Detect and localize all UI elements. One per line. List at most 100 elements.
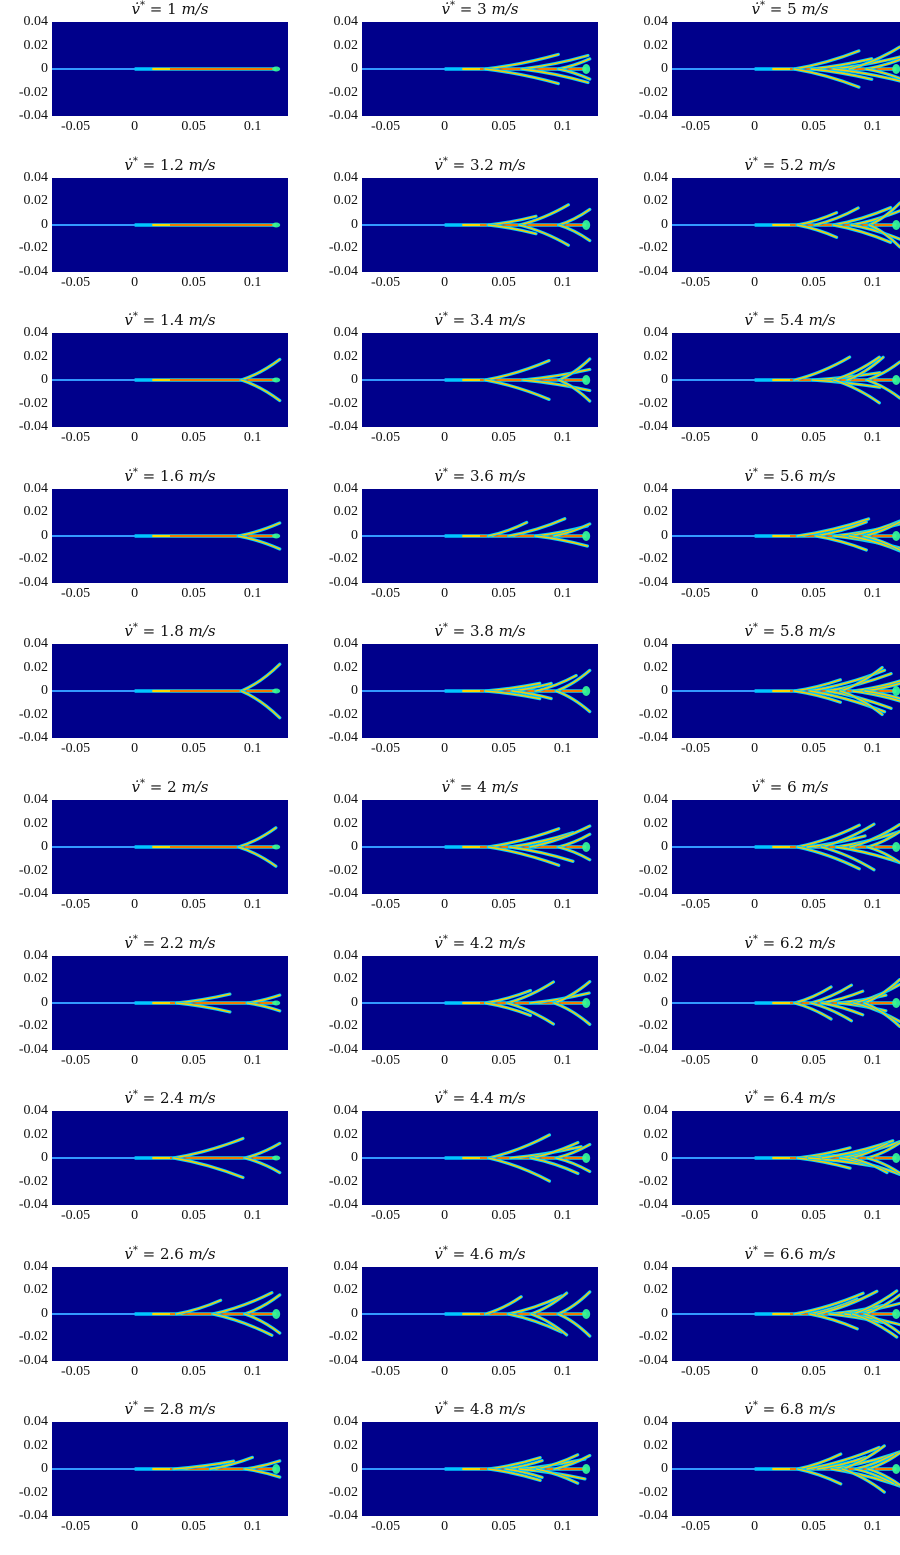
crack-field-svg [362,52,592,86]
x-tick-label: 0 [131,119,139,134]
panel-velocity-value: 5.6 [779,466,804,485]
crack-branch-core [521,68,589,84]
y-tick-label: 0.04 [23,325,49,341]
y-tick-label: 0.02 [643,504,669,520]
crack-field-svg [52,662,282,720]
panel-unit: m/s [498,311,526,330]
y-tick-label: 0 [41,994,48,1010]
y-tick-label: -0.04 [18,1041,48,1057]
x-tick-label: -0.05 [681,1052,711,1068]
y-tick-label: 0.02 [23,1437,49,1453]
y-tick-label: 0 [661,372,668,388]
plot-area [672,22,900,116]
x-tick-label: 0 [751,1363,759,1379]
chart-panel: v̇* = 4.6 m/s 0.04 0.02 0 -0.02 -0.04 -0.05 0 0.… [310,1245,600,1400]
crack-branch-core [237,827,277,848]
crack-branch-core [839,667,883,693]
y-tick-label: 0 [661,839,668,854]
crack-branch [211,1290,274,1316]
crack-tip [582,64,591,74]
x-tick-label: -0.05 [61,274,91,290]
x-tick-label: 0 [441,897,449,912]
chart-panel: v̇* = 3.8 m/s 0.04 0.02 0 -0.02 -0.04 -0.05 0 0.… [310,622,600,777]
panel-title: v̇* = 4.4 m/s [434,1089,526,1108]
y-tick-label: -0.04 [18,1508,48,1524]
panel-velocity-value: 4.2 [469,933,494,952]
crack-field-svg [52,358,282,403]
x-tick-label: -0.05 [681,741,711,757]
crack-branch [239,378,282,403]
crack-field-svg [672,822,900,872]
y-tick-label: 0 [351,839,358,854]
crack-branch-core [832,379,881,404]
panel-title: v̇* = 2.2 m/s [124,933,216,952]
crack-branch-core [530,1142,579,1159]
crack-branch [236,845,278,868]
panel-title: v̇* = 3 m/s [441,0,519,18]
y-tick-label: 0.04 [643,325,669,341]
panel-unit: m/s [181,0,209,18]
panel-title: v̇* = 4.2 m/s [434,933,526,952]
y-tick-label: 0.04 [333,325,359,341]
plot-area [362,1266,598,1361]
x-tick-label: 0.1 [243,897,262,912]
crack-field-svg [362,1290,592,1338]
y-tick-label: 0.02 [23,971,49,987]
y-tick-label: -0.04 [328,263,358,279]
x-tick-label: 0.05 [491,1052,516,1068]
plot-area [362,333,598,428]
y-tick-label: -0.04 [638,1197,668,1213]
crack-tip [272,688,281,694]
crack-branch-core [866,361,900,381]
panel-unit: m/s [188,155,216,174]
y-tick-label: -0.02 [638,84,668,100]
y-tick-label: 0.04 [643,14,669,29]
y-tick-label: 0.04 [643,1258,669,1274]
panel-velocity-value: 2.6 [159,1244,184,1263]
y-tick-label: -0.02 [18,706,48,722]
crack-tip [892,1308,900,1319]
crack-branch-core [212,1313,273,1336]
chart-panel: v̇* = 5.8 m/s 0.04 0.02 0 -0.02 -0.04 -0.05 0 0.… [620,622,900,777]
crack-branch-core [506,980,555,1004]
panel-title: v̇* = 1.2 m/s [124,155,216,174]
crack-tip [892,219,900,230]
x-tick-label: 0.05 [801,119,826,134]
x-tick-label: -0.05 [371,274,401,290]
x-tick-label: 0 [751,119,759,134]
x-tick-label: 0.1 [243,585,262,601]
panel-title: v̇* = 4.8 m/s [434,1400,526,1419]
y-tick-label: -0.02 [328,1329,358,1345]
plot-area [52,800,288,894]
y-tick-label: -0.04 [638,419,668,435]
x-tick-label: 0 [441,741,449,757]
crack-branch-core [522,379,591,392]
crack-branch-core [796,1468,842,1486]
crack-branch-core [212,1291,273,1315]
y-tick-label: -0.02 [328,1018,358,1034]
y-tick-label: 0.04 [23,480,49,496]
y-tick-label: -0.04 [18,574,48,590]
chart-panel: v̇* = 1.6 m/s 0.04 0.02 0 -0.02 -0.04 -0.05 0 0.… [0,467,290,622]
panel-title: v̇* = 6.6 m/s [744,1244,836,1263]
crack-branch-core [846,356,884,381]
y-tick-label: 0.02 [643,659,669,675]
panel-unit: m/s [491,778,519,796]
panel-velocity-value: 3 [477,0,487,18]
y-tick-label: -0.02 [18,1484,48,1500]
crack-branch-core [832,223,892,243]
panel-unit: m/s [188,933,216,952]
crack-branch-core [868,223,900,248]
crack-field-svg [362,1453,592,1486]
crack-branch-core [553,523,591,537]
y-tick-label: 0.04 [23,1414,49,1430]
x-tick-label: 0.1 [863,1519,882,1535]
panel-velocity-value: 5.2 [779,155,804,174]
chart-panel: v̇* = 4.4 m/s 0.04 0.02 0 -0.02 -0.04 -0.05 0 0.… [310,1089,600,1244]
x-tick-label: -0.05 [681,274,711,290]
panel-title: v̇* = 4 m/s [441,778,519,796]
crack-field-svg [672,977,900,1028]
crack-branch-core [849,823,900,848]
crack-tip [272,66,281,72]
x-tick-label: 0.05 [181,274,206,290]
